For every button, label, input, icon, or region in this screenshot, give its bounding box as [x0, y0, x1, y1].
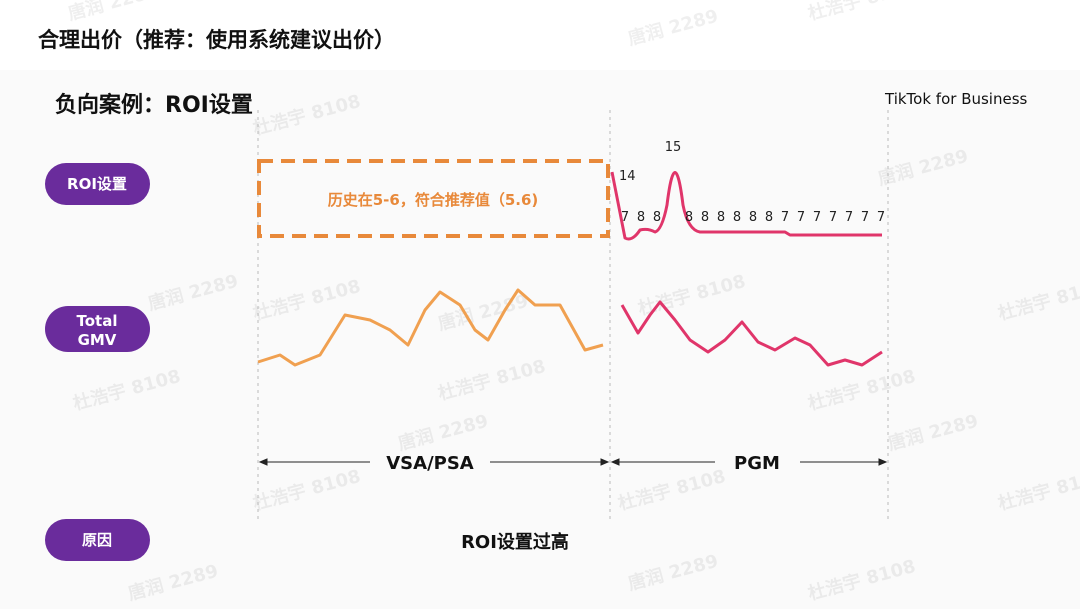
roi-label: 14 — [619, 169, 636, 184]
roi-label: 8 — [765, 210, 773, 225]
pill — [45, 306, 150, 352]
phase-label: VSA/PSA — [386, 453, 474, 474]
pill-label: ROI设置 — [67, 175, 127, 193]
pill — [45, 519, 150, 561]
roi-label: 7 — [797, 210, 805, 225]
pill-label: Total — [77, 312, 118, 330]
roi-label: 15 — [665, 140, 682, 155]
reason-text: ROI设置过高 — [461, 531, 569, 553]
gmv-line-before — [257, 288, 604, 367]
callout: 历史在5-6，符合推荐值（5.6) — [328, 191, 539, 209]
pill-label: 原因 — [82, 531, 112, 549]
pill-label: GMV — [78, 331, 117, 349]
phase-arrows — [258, 458, 888, 466]
roi-label: 7 — [877, 210, 885, 225]
roi-label: 7 — [813, 210, 821, 225]
roi-label: 8 — [701, 210, 709, 225]
phase-label: PGM — [734, 453, 780, 474]
roi-label: 8 — [653, 210, 661, 225]
row-labels: ROI设置 Total GMV 原因 — [45, 163, 150, 561]
roi-label: 7 — [829, 210, 837, 225]
roi-label: 8 — [637, 210, 645, 225]
arrowheads — [258, 458, 888, 466]
subtitle: 负向案例：ROI设置 — [55, 92, 253, 118]
roi-label: 7 — [621, 210, 629, 225]
roi-label: 8 — [749, 210, 757, 225]
roi-label: 8 — [685, 210, 693, 225]
roi-label: 7 — [845, 210, 853, 225]
roi-label: 8 — [717, 210, 725, 225]
callout-box — [257, 159, 610, 238]
gmv-line-after — [620, 300, 883, 367]
roi-label: 7 — [781, 210, 789, 225]
panel — [0, 70, 1080, 609]
roi-line — [610, 171, 882, 241]
pill — [45, 163, 150, 205]
brand: TikTok for Business — [884, 90, 1028, 108]
roi-label: 7 — [861, 210, 869, 225]
dividers — [257, 110, 889, 520]
title: 合理出价（推荐：使用系统建议出价） — [38, 28, 395, 52]
roi-label: 8 — [733, 210, 741, 225]
